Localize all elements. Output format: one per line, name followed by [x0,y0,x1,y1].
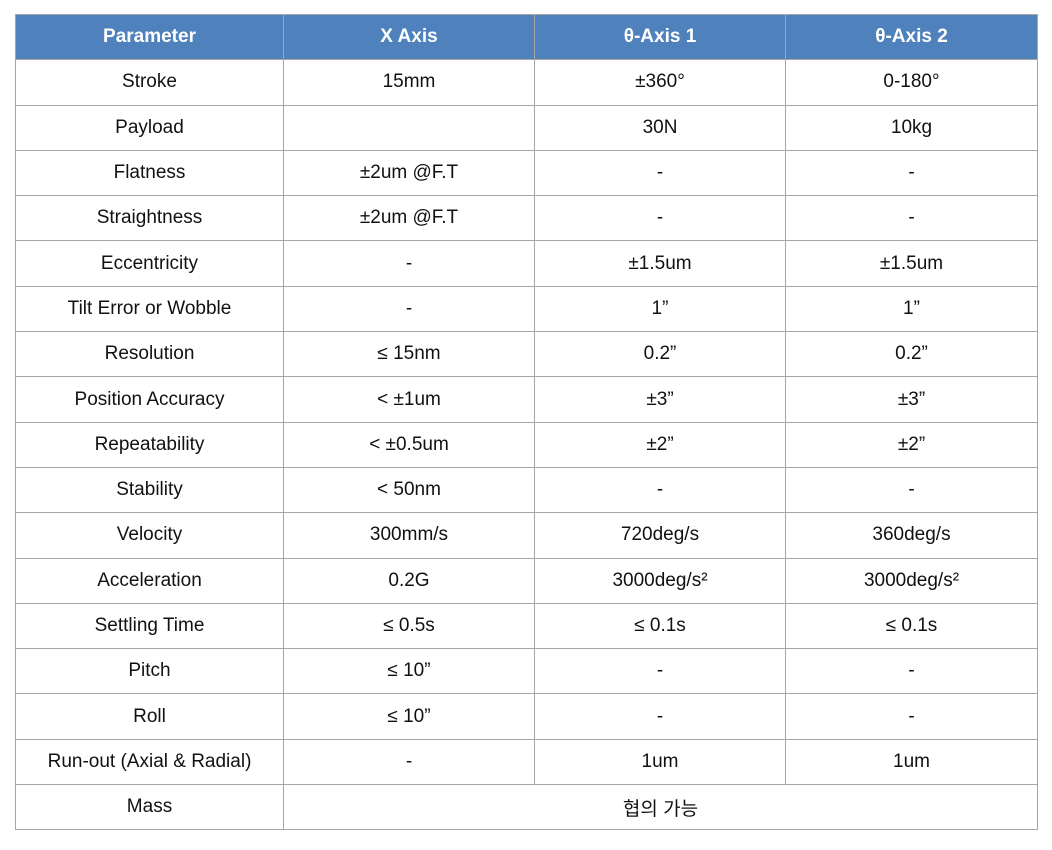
theta-axis-2-cell: - [785,149,1038,197]
theta-axis-2-cell: ±1.5um [785,240,1038,287]
table-row: Run-out (Axial & Radial) -1um 1um [15,738,1038,786]
theta-axis-1-cell: 0.2” [534,331,786,378]
header-x-axis: X Axis [283,13,535,61]
theta-axis-1-cell: - [534,648,786,695]
parameter-cell: Roll [15,693,284,740]
x-axis-cell: ≤ 10” [283,693,535,740]
parameter-cell: Velocity [15,512,284,559]
x-axis-cell: < ±0.5um [283,421,535,468]
parameter-cell: Acceleration [15,557,284,604]
table-row: Velocity 300mm/s 720deg/s 360deg/s [15,512,1038,559]
header-row: Parameter X Axis θ-Axis 1 θ-Axis 2 [15,13,1038,61]
theta-axis-2-cell: - [785,466,1038,514]
header-parameter: Parameter [15,13,284,61]
table-row: Straightness ±2um @F.T - - [15,195,1038,242]
parameter-cell: Position Accuracy [15,376,284,423]
spec-table: Parameter X Axis θ-Axis 1 θ-Axis 2 Strok… [15,13,1038,831]
theta-axis-1-cell: ±1.5um [534,240,786,287]
theta-axis-2-cell: - [785,195,1038,242]
table-row: Tilt Error or Wobble -1” 1” [15,285,1038,333]
theta-axis-1-cell: ±360° [534,59,786,106]
table-row: Stroke 15mm ±360° 0-180° [15,59,1038,106]
parameter-cell: Eccentricity [15,240,284,287]
parameter-cell: Tilt Error or Wobble [15,285,284,333]
table-row: Settling Time ≤ 0.5s ≤ 0.1s ≤ 0.1s [15,602,1038,650]
theta-axis-2-cell: ±3” [785,376,1038,423]
header-theta-axis-1: θ-Axis 1 [534,13,786,61]
mass-value-cell: 협의 가능 [283,784,1038,831]
theta-axis-2-cell: - [785,648,1038,695]
x-axis-cell: 0.2G [283,557,535,604]
x-axis-cell: - [283,285,535,333]
parameter-cell: Straightness [15,195,284,242]
table-row: Position Accuracy < ±1um ±3” ±3” [15,376,1038,423]
theta-axis-1-cell: - [534,466,786,514]
theta-axis-2-cell: 10kg [785,104,1038,151]
parameter-cell: Pitch [15,648,284,695]
x-axis-cell: - [283,738,535,786]
theta-axis-1-cell: - [534,195,786,242]
theta-axis-2-cell: 0.2” [785,331,1038,378]
table-row: Payload 30N 10kg [15,104,1038,151]
x-axis-cell: < ±1um [283,376,535,423]
theta-axis-1-cell: ±3” [534,376,786,423]
x-axis-cell: 15mm [283,59,535,106]
x-axis-cell: ≤ 10” [283,648,535,695]
parameter-cell: Flatness [15,149,284,197]
theta-axis-2-cell: 0-180° [785,59,1038,106]
parameter-cell: Repeatability [15,421,284,468]
parameter-cell: Run-out (Axial & Radial) [15,738,284,786]
table-row: Repeatability < ±0.5um ±2” ±2” [15,421,1038,468]
x-axis-cell: - [283,240,535,287]
x-axis-cell: 300mm/s [283,512,535,559]
theta-axis-1-cell: 720deg/s [534,512,786,559]
x-axis-cell: ≤ 0.5s [283,602,535,650]
theta-axis-2-cell: 1” [785,285,1038,333]
x-axis-cell: < 50nm [283,466,535,514]
parameter-cell: Mass [15,784,284,831]
theta-axis-1-cell: - [534,693,786,740]
theta-axis-1-cell: 1um [534,738,786,786]
parameter-cell: Stability [15,466,284,514]
theta-axis-1-cell: 3000deg/s² [534,557,786,604]
table-row: Roll ≤ 10” - - [15,693,1038,740]
parameter-cell: Settling Time [15,602,284,650]
theta-axis-1-cell: ≤ 0.1s [534,602,786,650]
theta-axis-1-cell: 30N [534,104,786,151]
theta-axis-1-cell: ±2” [534,421,786,468]
theta-axis-1-cell: 1” [534,285,786,333]
theta-axis-1-cell: - [534,149,786,197]
theta-axis-2-cell: - [785,693,1038,740]
table-row: Stability < 50nm - - [15,466,1038,514]
parameter-cell: Stroke [15,59,284,106]
header-theta-axis-2: θ-Axis 2 [785,13,1038,61]
table-row: Flatness ±2um @F.T - - [15,149,1038,197]
table-row: Pitch ≤ 10” - - [15,648,1038,695]
theta-axis-2-cell: 3000deg/s² [785,557,1038,604]
x-axis-cell [283,104,535,151]
x-axis-cell: ≤ 15nm [283,331,535,378]
table-row: Eccentricity - ±1.5um ±1.5um [15,240,1038,287]
x-axis-cell: ±2um @F.T [283,195,535,242]
theta-axis-2-cell: ±2” [785,421,1038,468]
table-row-mass: Mass 협의 가능 [15,784,1038,831]
parameter-cell: Resolution [15,331,284,378]
table-row: Acceleration 0.2G 3000deg/s² 3000deg/s² [15,557,1038,604]
theta-axis-2-cell: 1um [785,738,1038,786]
table-row: Resolution ≤ 15nm 0.2” 0.2” [15,331,1038,378]
parameter-cell: Payload [15,104,284,151]
theta-axis-2-cell: 360deg/s [785,512,1038,559]
x-axis-cell: ±2um @F.T [283,149,535,197]
theta-axis-2-cell: ≤ 0.1s [785,602,1038,650]
